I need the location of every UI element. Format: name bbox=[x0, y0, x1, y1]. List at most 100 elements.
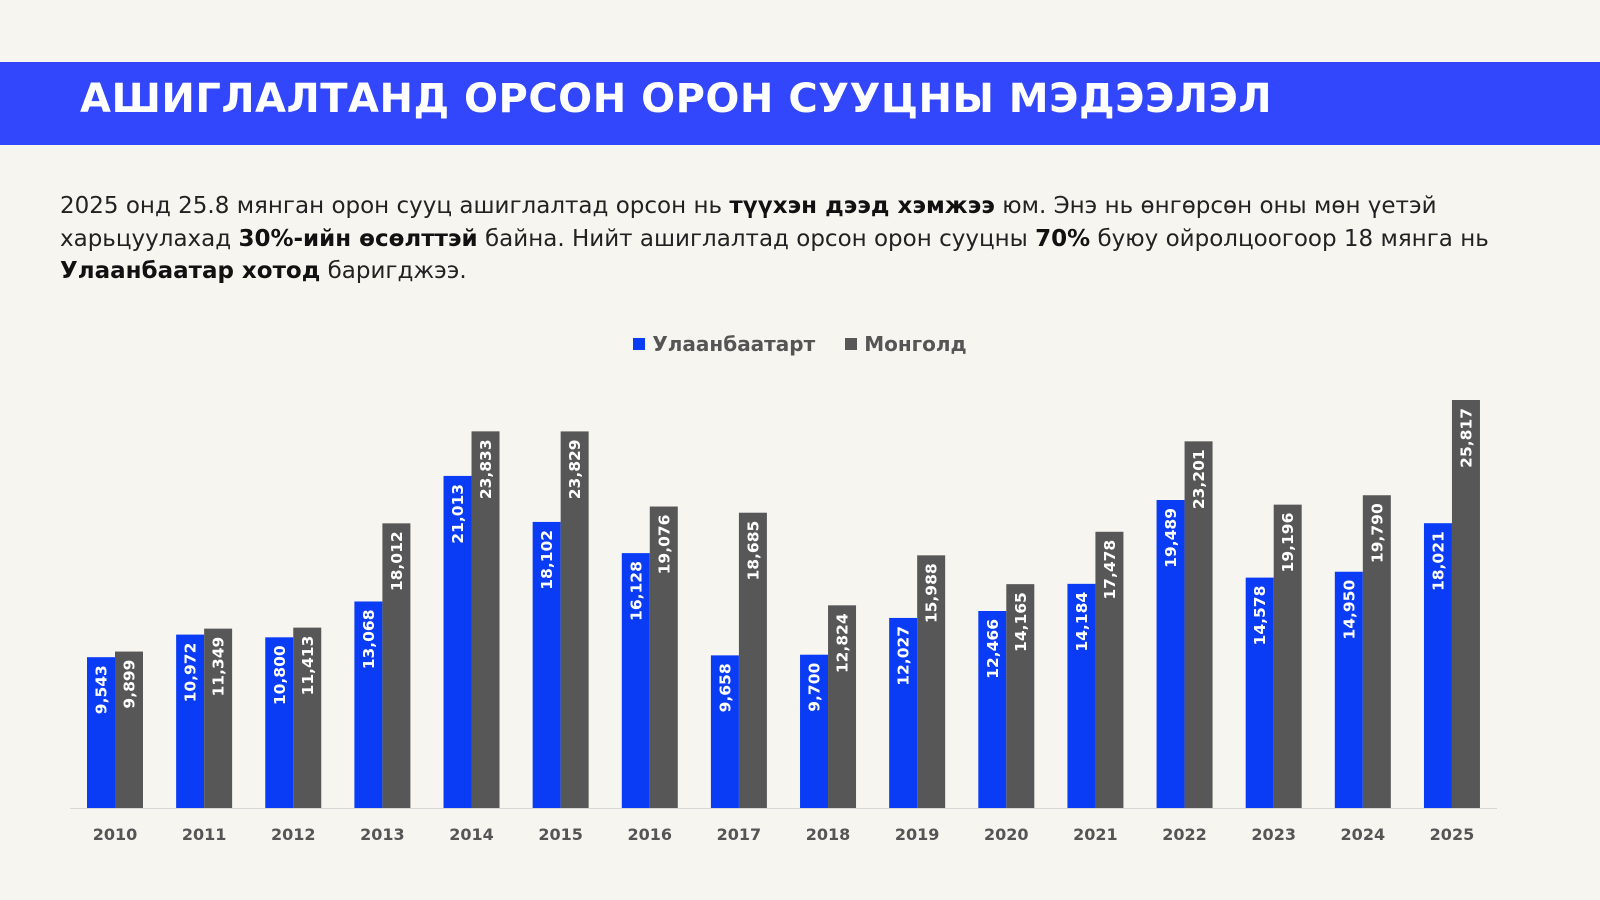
bar-ulaanbaatar-2023 bbox=[1245, 577, 1274, 808]
bar-mongolia-2022 bbox=[1184, 441, 1213, 808]
bar-ulaanbaatar-2017 bbox=[710, 655, 739, 808]
x-tick-label: 2015 bbox=[538, 825, 583, 844]
bar-ulaanbaatar-2010 bbox=[87, 657, 115, 808]
legend-item: Монголд bbox=[845, 332, 967, 356]
summary-paragraph: 2025 онд 25.8 мянган орон сууц ашиглалта… bbox=[60, 190, 1580, 288]
data-label: 23,833 bbox=[477, 439, 495, 499]
bar-mongolia-2015 bbox=[560, 431, 589, 808]
legend-label: Монголд bbox=[864, 332, 967, 356]
legend-label: Улаанбаатарт bbox=[652, 332, 816, 356]
data-label: 9,543 bbox=[93, 665, 111, 714]
bar-ulaanbaatar-2024 bbox=[1334, 571, 1363, 808]
bar-mongolia-2019 bbox=[917, 555, 946, 808]
bar-ulaanbaatar-2016 bbox=[621, 553, 650, 808]
bar-mongolia-2025 bbox=[1451, 400, 1480, 808]
data-label: 10,972 bbox=[182, 643, 200, 703]
data-label: 9,658 bbox=[716, 663, 734, 712]
bar-ulaanbaatar-2022 bbox=[1156, 500, 1185, 808]
page-title: АШИГЛАЛТАНД ОРСОН ОРОН СУУЦНЫ МЭДЭЭЛЭЛ bbox=[80, 76, 1273, 122]
emphasis-text: 70% bbox=[1035, 225, 1091, 252]
x-tick-label: 2018 bbox=[806, 825, 851, 844]
x-tick-label: 2023 bbox=[1251, 825, 1296, 844]
title-banner: АШИГЛАЛТАНД ОРСОН ОРОН СУУЦНЫ МЭДЭЭЛЭЛ bbox=[0, 62, 1600, 145]
bar-mongolia-2014 bbox=[471, 431, 500, 808]
bar-ulaanbaatar-2020 bbox=[978, 610, 1007, 808]
x-tick-label: 2011 bbox=[182, 825, 227, 844]
bar-mongolia-2013 bbox=[382, 523, 411, 808]
data-label: 9,700 bbox=[806, 662, 824, 711]
bar-ulaanbaatar-2015 bbox=[532, 521, 561, 808]
legend-swatch bbox=[633, 338, 646, 350]
x-tick-label: 2013 bbox=[360, 825, 405, 844]
bar-mongolia-2020 bbox=[1006, 584, 1035, 808]
bar-mongolia-2017 bbox=[738, 512, 767, 808]
x-tick-label: 2010 bbox=[93, 825, 138, 844]
data-label: 13,068 bbox=[360, 609, 378, 669]
data-label: 14,165 bbox=[1012, 592, 1030, 652]
data-label: 23,201 bbox=[1190, 449, 1208, 509]
body-text: юм. Энэ нь өнгөрсөн оны мөн үетэй харьцу… bbox=[60, 193, 1437, 252]
bar-ulaanbaatar-2018 bbox=[800, 654, 829, 808]
emphasis-text: 30%-ийн өсөлттэй bbox=[238, 225, 478, 252]
data-label: 16,128 bbox=[627, 561, 645, 621]
bar-ulaanbaatar-2014 bbox=[443, 475, 472, 808]
x-tick-label: 2024 bbox=[1341, 825, 1386, 844]
data-label: 23,829 bbox=[566, 439, 584, 499]
data-label: 19,790 bbox=[1368, 503, 1386, 563]
bar-ulaanbaatar-2025 bbox=[1423, 523, 1452, 808]
bar-ulaanbaatar-2021 bbox=[1067, 583, 1096, 808]
data-label: 9,899 bbox=[121, 660, 139, 709]
bar-ulaanbaatar-2013 bbox=[354, 601, 383, 808]
bar-mongolia-2011 bbox=[204, 628, 233, 808]
bar-mongolia-2021 bbox=[1095, 531, 1124, 808]
bar-mongolia-2010 bbox=[115, 651, 143, 808]
bar-ulaanbaatar-2012 bbox=[265, 637, 294, 808]
bar-ulaanbaatar-2011 bbox=[176, 634, 205, 808]
emphasis-text: Улаанбаатар хотод bbox=[60, 258, 321, 284]
x-tick-label: 2012 bbox=[271, 825, 316, 844]
body-text: байна. Нийт ашиглалтад орсон орон сууцны bbox=[477, 225, 1036, 252]
bar-mongolia-2016 bbox=[649, 506, 678, 808]
data-label: 12,824 bbox=[834, 613, 852, 673]
data-label: 11,413 bbox=[299, 636, 317, 696]
data-label: 18,102 bbox=[538, 530, 556, 590]
bar-mongolia-2023 bbox=[1273, 504, 1302, 808]
data-label: 15,988 bbox=[923, 563, 941, 623]
x-tick-label: 2021 bbox=[1073, 825, 1118, 844]
x-tick-label: 2019 bbox=[895, 825, 940, 844]
x-tick-label: 2025 bbox=[1430, 825, 1475, 844]
data-label: 18,685 bbox=[744, 521, 762, 581]
legend-item: Улаанбаатарт bbox=[633, 332, 815, 356]
data-label: 11,349 bbox=[210, 637, 228, 697]
data-label: 18,012 bbox=[388, 531, 406, 591]
data-label: 14,578 bbox=[1251, 586, 1269, 646]
bar-ulaanbaatar-2019 bbox=[889, 617, 918, 808]
data-label: 18,021 bbox=[1429, 531, 1447, 591]
data-label: 14,184 bbox=[1073, 592, 1091, 652]
data-label: 10,800 bbox=[271, 645, 289, 705]
body-text: баригджээ. bbox=[320, 258, 467, 284]
bar-mongolia-2018 bbox=[828, 605, 857, 808]
data-label: 25,817 bbox=[1457, 408, 1475, 468]
chart-legend: Улаанбаатарт Монголд bbox=[0, 332, 1600, 356]
x-tick-label: 2022 bbox=[1162, 825, 1207, 844]
bar-mongolia-2012 bbox=[293, 627, 322, 808]
data-label: 19,489 bbox=[1162, 508, 1180, 568]
data-label: 14,950 bbox=[1340, 580, 1358, 640]
x-tick-label: 2014 bbox=[449, 825, 494, 844]
body-text: 2025 онд 25.8 мянган орон сууц ашиглалта… bbox=[60, 193, 730, 219]
emphasis-text: түүхэн дээд хэмжээ bbox=[729, 193, 995, 219]
data-label: 19,196 bbox=[1279, 513, 1297, 573]
legend-swatch bbox=[845, 338, 858, 350]
data-label: 21,013 bbox=[449, 484, 467, 544]
data-label: 12,027 bbox=[895, 626, 913, 686]
data-label: 19,076 bbox=[655, 515, 673, 575]
data-label: 17,478 bbox=[1101, 540, 1119, 600]
x-tick-label: 2020 bbox=[984, 825, 1029, 844]
data-label: 12,466 bbox=[984, 619, 1002, 679]
body-text: буюу ойролцоогоор 18 мянга нь bbox=[1090, 225, 1489, 252]
x-tick-label: 2017 bbox=[717, 825, 762, 844]
bar-mongolia-2024 bbox=[1362, 495, 1391, 808]
x-tick-label: 2016 bbox=[628, 825, 673, 844]
